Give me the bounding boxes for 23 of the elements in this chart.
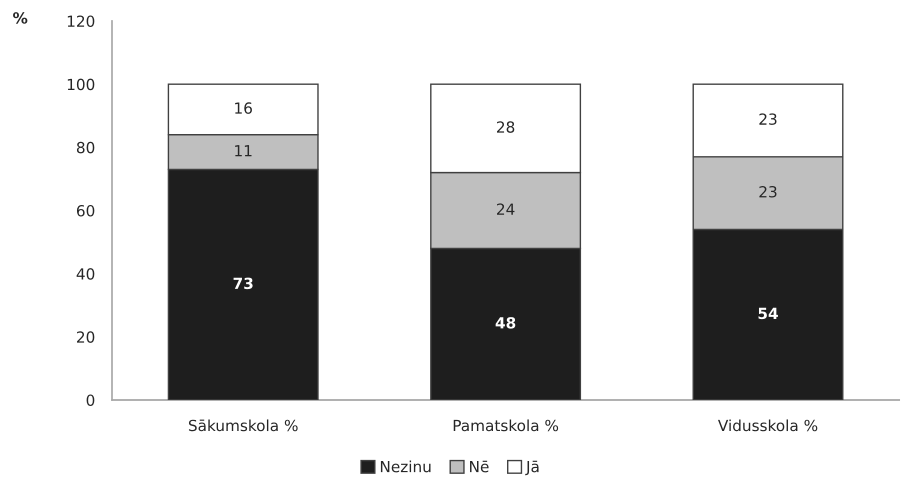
data-label: 11 [235,145,252,156]
y-tick-label: 80 [76,142,94,154]
legend-label: Nezinu [380,460,430,472]
y-tick-label: 100 [68,78,94,90]
x-tick-label: Sākumskola % [188,419,298,432]
data-label: 23 [759,113,776,125]
y-tick-label: 60 [76,204,94,217]
y-tick-label: 120 [68,15,94,28]
data-label: 28 [497,121,514,133]
legend-label: Nē [470,460,489,472]
x-tick-label: Pamatskola % [454,419,558,432]
y-tick-label: 0 [86,394,94,406]
data-label: 16 [235,102,252,114]
y-axis-title: % [13,12,28,24]
data-label: 48 [496,317,516,329]
y-tick-label: 20 [77,331,94,343]
legend-label: Jā [525,460,539,476]
data-label: 54 [758,308,778,320]
y-tick-label: 40 [76,268,94,280]
data-label: 24 [497,203,514,215]
data-label: 23 [759,186,776,198]
data-label: 73 [234,278,253,290]
x-tick-label: Vidusskola % [718,419,818,432]
